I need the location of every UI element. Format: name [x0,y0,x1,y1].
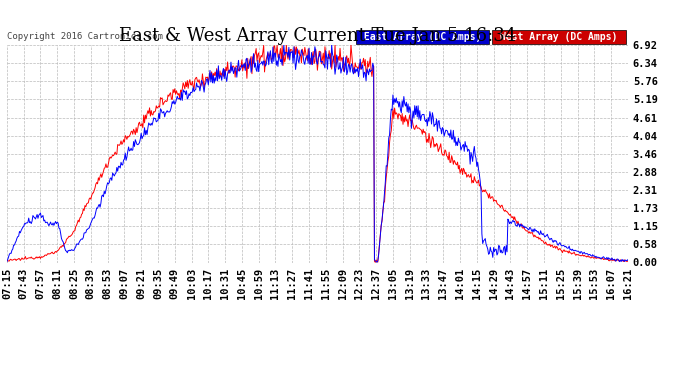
Text: East Array (DC Amps): East Array (DC Amps) [357,32,487,42]
Text: West Array (DC Amps): West Array (DC Amps) [494,32,624,42]
Text: Copyright 2016 Cartronics.com: Copyright 2016 Cartronics.com [7,32,163,40]
Title: East & West Array Current Tue Jan 5 16:34: East & West Array Current Tue Jan 5 16:3… [119,27,516,45]
